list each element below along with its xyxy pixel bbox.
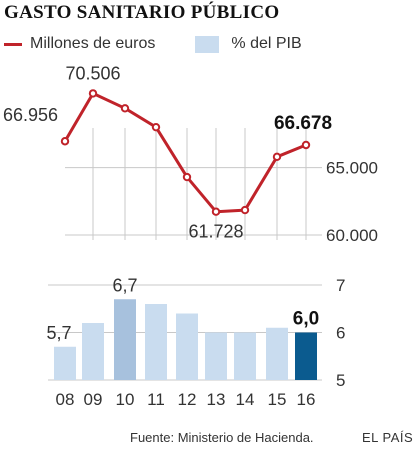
brand-label: EL PAÍS (362, 430, 414, 445)
x-axis-label: 09 (84, 390, 103, 409)
line-point-label: 66.956 (3, 105, 58, 125)
bar (176, 313, 198, 380)
legend: Millones de euros % del PIB (4, 33, 302, 55)
line-series-millones (63, 91, 307, 214)
line-y-tick-label: 60.000 (326, 226, 378, 245)
bar-y-tick-label: 5 (336, 371, 345, 390)
legend-bar-swatch (195, 35, 220, 53)
bar (114, 299, 136, 380)
legend-line-label: Millones de euros (30, 35, 156, 52)
x-axis-label: 11 (147, 390, 165, 409)
bar (82, 323, 104, 380)
line-point (272, 152, 282, 162)
bar-value-label: 6,7 (112, 275, 137, 295)
bar (295, 332, 317, 380)
line-point (301, 140, 311, 150)
bar (205, 332, 227, 380)
source-note: Fuente: Ministerio de Hacienda. (130, 430, 314, 445)
line-point (151, 122, 161, 132)
line-point (60, 137, 70, 146)
bar (266, 327, 288, 380)
line-point-label: 66.678 (274, 113, 332, 134)
bar (54, 346, 76, 380)
x-axis-label: 12 (178, 390, 197, 409)
bar (234, 332, 256, 380)
bar-y-tick-label: 7 (336, 276, 345, 295)
line-point (240, 205, 250, 215)
x-axis-label: 10 (116, 390, 135, 409)
line-y-tick-label: 65.000 (326, 159, 378, 178)
bar-value-label: 6,0 (293, 309, 319, 330)
line-point (211, 207, 221, 216)
line-point-label: 70.506 (65, 63, 120, 83)
x-axis-label: 16 (297, 390, 316, 409)
bar (145, 304, 167, 380)
bar-value-label: 5,7 (46, 323, 71, 343)
line-point-label: 61.728 (188, 222, 243, 242)
x-axis-label: 13 (207, 390, 226, 409)
legend-line-swatch (4, 42, 22, 46)
line-point (88, 89, 98, 98)
x-axis-label: 14 (236, 390, 255, 409)
legend-bar-label: % del PIB (231, 35, 302, 52)
x-axis-label: 15 (268, 390, 287, 409)
x-axis-label: 08 (56, 390, 75, 409)
chart-title: GASTO SANITARIO PÚBLICO (4, 2, 280, 23)
line-point (182, 172, 192, 182)
bar-y-tick-label: 6 (336, 324, 345, 343)
line-point (120, 104, 130, 113)
